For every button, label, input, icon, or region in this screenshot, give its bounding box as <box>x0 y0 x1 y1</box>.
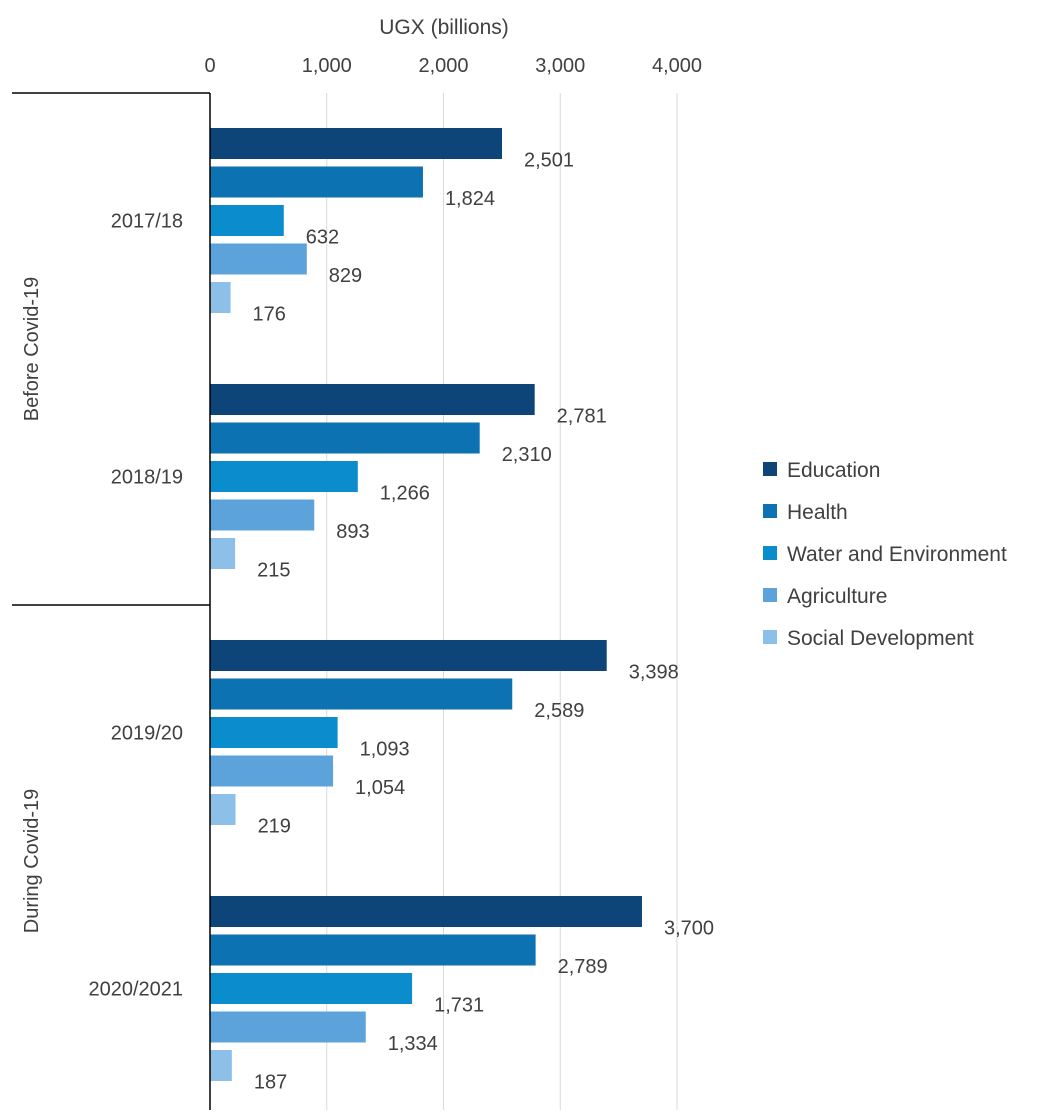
x-tick-label: 1,000 <box>302 55 352 77</box>
bar-social-development <box>210 538 236 569</box>
data-label: 176 <box>253 304 286 326</box>
x-tick-label: 2,000 <box>418 55 468 77</box>
bar-social-development <box>210 1050 232 1081</box>
data-label: 219 <box>258 816 291 838</box>
bar-education <box>210 128 502 159</box>
category-axis: 2017/18 2018/19 2019/20 2020/2021 Before Cov… <box>12 92 211 1110</box>
bar-agriculture <box>210 1011 366 1043</box>
data-label: 893 <box>336 521 369 543</box>
data-label: 2,781 <box>557 406 607 428</box>
bar-health <box>210 422 480 454</box>
bar-social-development <box>210 794 236 825</box>
data-label: 2,589 <box>534 700 584 722</box>
x-tick-labels: 0 1,000 2,000 3,000 4,000 <box>204 55 702 77</box>
data-label: 2,501 <box>524 150 574 172</box>
data-label: 1,731 <box>434 995 484 1017</box>
legend: Education Health Water and Environment Agri… <box>763 459 1007 650</box>
bar-water-and-environment <box>210 205 284 236</box>
legend-swatch <box>763 504 777 518</box>
bar-agriculture <box>210 755 334 787</box>
bars <box>210 128 642 1081</box>
legend-swatch <box>763 588 777 602</box>
legend-label: Education <box>787 459 880 482</box>
legend-label: Agriculture <box>787 585 887 608</box>
group-label: Before Covid-19 <box>21 277 43 422</box>
bar-agriculture <box>210 243 307 275</box>
data-label: 632 <box>306 227 339 249</box>
bar-water-and-environment <box>210 717 338 748</box>
bar-social-development <box>210 282 231 313</box>
x-tick-label: 4,000 <box>652 55 702 77</box>
category-label: 2018/19 <box>111 467 183 489</box>
bar-health <box>210 678 513 710</box>
legend-swatch <box>763 630 777 644</box>
data-label: 1,824 <box>445 188 495 210</box>
bar-agriculture <box>210 499 315 531</box>
x-tick-label: 0 <box>204 55 215 77</box>
data-label: 1,334 <box>388 1033 438 1055</box>
bar-education <box>210 896 642 927</box>
data-label: 3,398 <box>629 662 679 684</box>
legend-label: Health <box>787 501 848 524</box>
bar-health <box>210 166 423 198</box>
bar-education <box>210 640 607 671</box>
legend-label: Water and Environment <box>787 543 1007 566</box>
category-label: 2019/20 <box>111 723 183 745</box>
bar-education <box>210 384 535 415</box>
bar-health <box>210 934 536 966</box>
data-label: 3,700 <box>664 918 714 940</box>
category-label: 2020/2021 <box>88 979 183 1001</box>
bar-water-and-environment <box>210 973 413 1004</box>
data-label: 2,789 <box>558 956 608 978</box>
data-label: 1,093 <box>360 739 410 761</box>
bar-water-and-environment <box>210 461 358 492</box>
group-label: During Covid-19 <box>21 789 43 934</box>
x-tick-label: 3,000 <box>535 55 585 77</box>
data-label: 2,310 <box>502 444 552 466</box>
x-axis-title: UGX (billions) <box>379 16 509 39</box>
legend-label: Social Development <box>787 627 974 650</box>
category-label: 2017/18 <box>111 211 183 233</box>
legend-swatch <box>763 462 777 476</box>
data-label: 1,054 <box>355 777 405 799</box>
legend-swatch <box>763 546 777 560</box>
data-label: 829 <box>329 265 362 287</box>
x-axis: UGX (billions) 0 1,000 2,000 3,000 4,000 <box>204 16 702 77</box>
data-label: 187 <box>254 1072 287 1094</box>
data-label: 215 <box>257 560 290 582</box>
data-label: 1,266 <box>380 483 430 505</box>
